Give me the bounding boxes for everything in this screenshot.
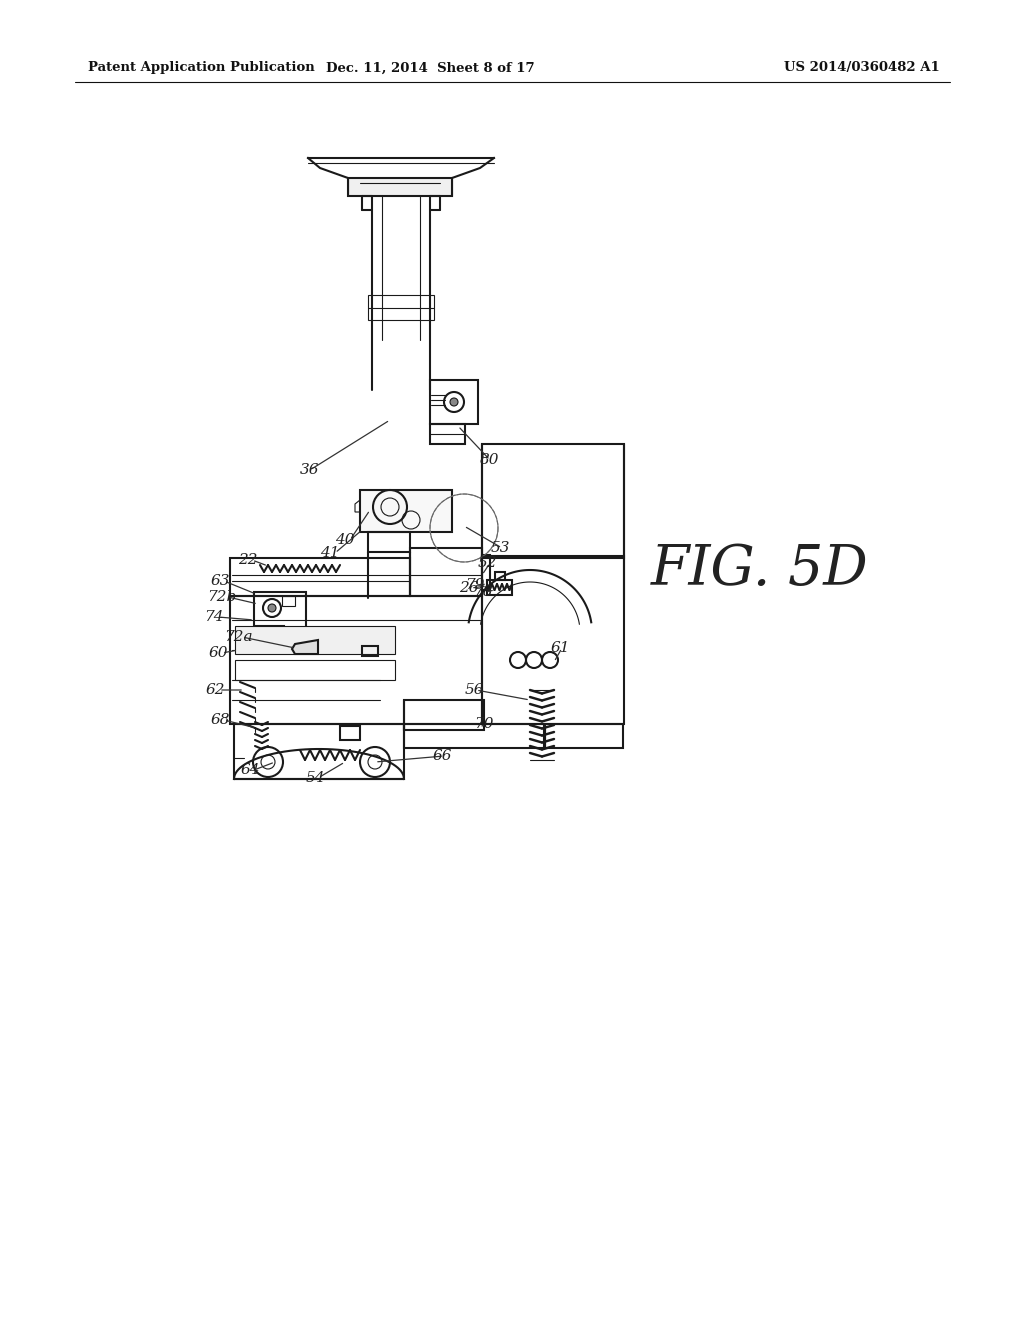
Bar [487,579,512,595]
Bar [230,558,410,597]
Text: 62: 62 [205,682,224,697]
Bar [545,723,623,748]
Text: 61: 61 [550,642,569,655]
Text: 41: 41 [321,546,340,560]
Text: 52: 52 [477,556,497,570]
Bar [495,572,505,579]
Text: 53: 53 [490,541,510,554]
Text: 79: 79 [465,578,484,591]
Bar [368,294,434,319]
Text: 40: 40 [335,533,354,546]
Bar [340,726,360,741]
Text: 66: 66 [432,748,452,763]
Text: 74: 74 [204,610,224,624]
Text: US 2014/0360482 A1: US 2014/0360482 A1 [784,62,940,74]
Text: 78: 78 [473,585,493,599]
Bar [404,723,544,748]
Text: 56: 56 [464,682,483,697]
Text: 72b: 72b [208,590,237,605]
Text: 72a: 72a [223,630,252,644]
Text: 22: 22 [239,553,258,568]
Bar [404,700,484,730]
Text: 36: 36 [300,463,319,477]
Text: FIG. 5D: FIG. 5D [651,543,869,598]
Bar [410,548,482,597]
Polygon shape [292,640,318,653]
Text: 64: 64 [241,763,260,777]
Bar [360,490,452,532]
Text: 60: 60 [208,645,227,660]
Bar [348,178,452,195]
Text: Patent Application Publication: Patent Application Publication [88,62,314,74]
Bar [482,554,490,590]
Text: 80: 80 [480,453,500,467]
Bar [230,597,482,723]
Bar [234,660,395,680]
Text: 70: 70 [474,717,494,731]
Bar [234,626,395,653]
Text: 68: 68 [210,713,229,727]
Bar [482,444,624,558]
Bar [362,645,378,656]
Bar [430,424,465,444]
Text: 54: 54 [305,771,325,785]
Bar [430,380,478,424]
Text: 63: 63 [210,574,229,587]
Bar [254,591,306,628]
Circle shape [450,399,458,407]
Bar [256,626,284,644]
Bar [368,532,410,552]
Text: 26: 26 [459,581,479,595]
Bar [234,723,404,779]
Text: Dec. 11, 2014  Sheet 8 of 17: Dec. 11, 2014 Sheet 8 of 17 [326,62,535,74]
Circle shape [268,605,276,612]
Bar [482,556,624,723]
